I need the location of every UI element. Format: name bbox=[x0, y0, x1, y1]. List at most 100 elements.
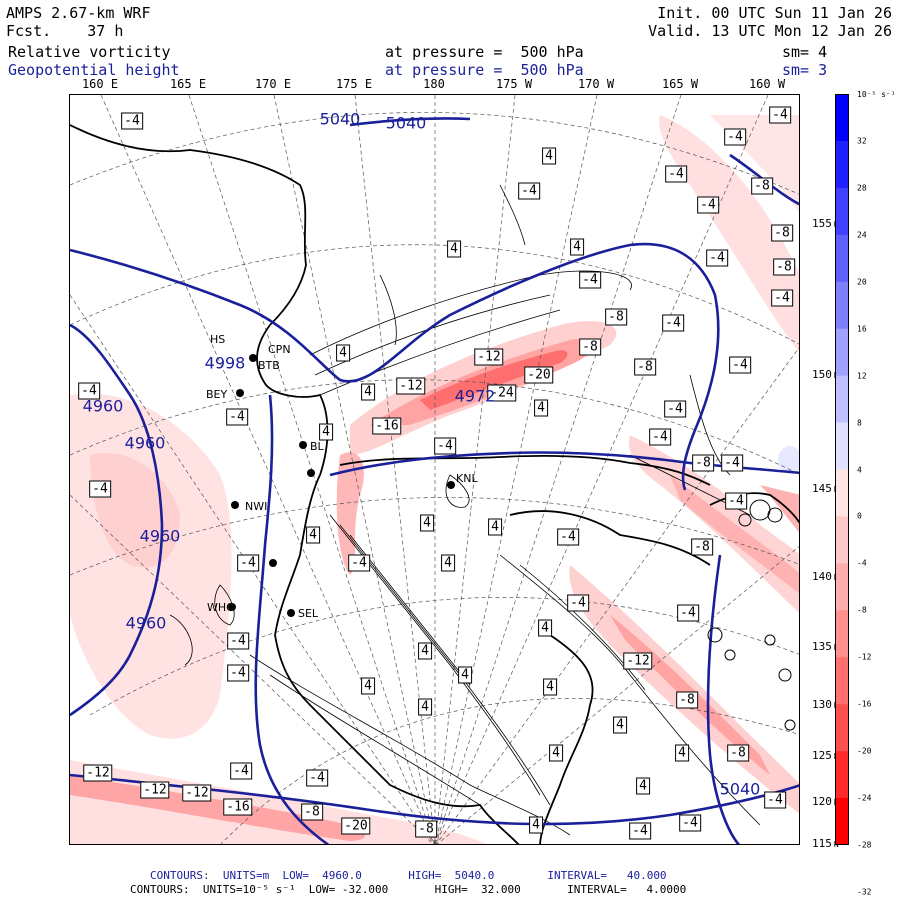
colorbar-tick-label: -8 bbox=[857, 605, 867, 615]
vort-label: 4 bbox=[447, 240, 461, 258]
vort-label: -4 bbox=[725, 492, 747, 510]
footer-height-contours: CONTOURS: UNITS=m LOW= 4960.0 HIGH= 5040… bbox=[150, 869, 667, 882]
vort-label: -4 bbox=[662, 314, 684, 332]
vort-label: -4 bbox=[771, 289, 793, 307]
height-label: 5040 bbox=[385, 113, 427, 133]
vort-label: -8 bbox=[579, 338, 601, 356]
colorbar-tick-label: 24 bbox=[857, 230, 867, 240]
map-canvas bbox=[70, 95, 799, 844]
vort-label: 4 bbox=[488, 518, 502, 536]
vort-label: -20 bbox=[341, 817, 371, 835]
vort-label: -8 bbox=[771, 224, 793, 242]
vort-label: -4 bbox=[706, 249, 728, 267]
vort-label: -4 bbox=[764, 791, 786, 809]
colorbar-swatch bbox=[835, 516, 849, 564]
height-label: 4960 bbox=[82, 396, 124, 416]
vort-label: -12 bbox=[396, 377, 426, 395]
vort-label: -4 bbox=[721, 454, 743, 472]
height-label: 4960 bbox=[139, 526, 181, 546]
vort-label: -4 bbox=[227, 664, 249, 682]
field1-level: at pressure = 500 hPa bbox=[385, 43, 584, 61]
colorbar-tick-label: -4 bbox=[857, 558, 867, 568]
vort-label: 4 bbox=[636, 777, 650, 795]
vort-label: 4 bbox=[542, 147, 556, 165]
vort-label: -8 bbox=[676, 691, 698, 709]
colorbar-swatch bbox=[835, 422, 849, 470]
lon-label: 165 E bbox=[169, 77, 207, 91]
colorbar-tick-label: 12 bbox=[857, 371, 867, 381]
init-time: Init. 00 UTC Sun 11 Jan 26 bbox=[657, 4, 892, 22]
station-label: BTB bbox=[258, 359, 280, 372]
vort-label: -4 bbox=[579, 271, 601, 289]
vort-label: -4 bbox=[237, 554, 259, 572]
lon-label: 165 W bbox=[661, 77, 699, 91]
station-markers bbox=[228, 354, 455, 617]
vort-label: 4 bbox=[306, 526, 320, 544]
vort-label: -8 bbox=[605, 308, 627, 326]
vort-label: -4 bbox=[306, 769, 328, 787]
vort-label: -4 bbox=[78, 382, 100, 400]
vort-label: -8 bbox=[773, 258, 795, 276]
vort-label: 4 bbox=[361, 677, 375, 695]
station-label: CPN bbox=[268, 343, 291, 356]
vort-label: -4 bbox=[664, 400, 686, 418]
vort-label: -4 bbox=[567, 594, 589, 612]
station-label: NWI bbox=[245, 500, 268, 513]
vort-label: -12 bbox=[83, 764, 113, 782]
colorbar-tick-label: 8 bbox=[857, 418, 862, 428]
vort-label: 4 bbox=[529, 816, 543, 834]
vort-label: -4 bbox=[679, 814, 701, 832]
lon-label: 160 E bbox=[81, 77, 119, 91]
colorbar-tick-label: 20 bbox=[857, 277, 867, 287]
colorbar-swatch bbox=[835, 187, 849, 236]
vort-label: -20 bbox=[524, 366, 554, 384]
vort-label: -16 bbox=[372, 417, 402, 435]
vort-label: -8 bbox=[634, 358, 656, 376]
vort-label: 4 bbox=[361, 383, 375, 401]
vort-label: 4 bbox=[543, 678, 557, 696]
lon-label: 175 E bbox=[335, 77, 373, 91]
field2-level: at pressure = 500 hPa bbox=[385, 61, 584, 79]
forecast-hour: Fcst. 37 h bbox=[6, 22, 124, 40]
colorbar-swatch bbox=[835, 657, 849, 705]
vort-label: -8 bbox=[691, 538, 713, 556]
vort-label: -4 bbox=[649, 428, 671, 446]
station-label: SEL bbox=[298, 607, 319, 620]
vort-label: -4 bbox=[557, 528, 579, 546]
colorbar-swatch bbox=[835, 610, 849, 658]
vort-label: 4 bbox=[549, 744, 563, 762]
vort-label: -12 bbox=[623, 652, 653, 670]
height-label: 5040 bbox=[719, 779, 761, 799]
vort-label: 4 bbox=[420, 514, 434, 532]
vort-label: 4 bbox=[418, 698, 432, 716]
colorbar-swatch bbox=[835, 798, 849, 845]
vort-label: -12 bbox=[182, 784, 212, 802]
vort-label: -4 bbox=[697, 196, 719, 214]
station-label: BL bbox=[310, 440, 324, 453]
vort-label: -4 bbox=[348, 554, 370, 572]
vort-label: -8 bbox=[692, 454, 714, 472]
colorbar-swatch bbox=[835, 375, 849, 424]
model-title: AMPS 2.67-km WRF bbox=[6, 4, 151, 22]
colorbar-swatch bbox=[835, 704, 849, 752]
colorbar-tick-label: 4 bbox=[857, 465, 862, 474]
vort-label: 4 bbox=[319, 423, 333, 441]
vort-label: -12 bbox=[474, 348, 504, 366]
colorbar-swatch bbox=[835, 94, 849, 142]
colorbar-tick-label: -12 bbox=[857, 652, 872, 662]
vort-label: -8 bbox=[751, 177, 773, 195]
vort-label: 4 bbox=[534, 399, 548, 417]
vort-label: -4 bbox=[434, 437, 456, 455]
height-label: 4960 bbox=[125, 613, 167, 633]
vort-label: 4 bbox=[336, 344, 350, 362]
colorbar-tick-label: 16 bbox=[857, 324, 867, 334]
vort-label: -24 bbox=[487, 384, 517, 402]
vort-label: 4 bbox=[458, 666, 472, 684]
colorbar-tick-label: -16 bbox=[857, 699, 872, 709]
dense-contour-cluster bbox=[707, 499, 796, 731]
colorbar-tick-label: -24 bbox=[857, 793, 872, 803]
station-label: HS bbox=[210, 333, 226, 346]
colorbar-swatch bbox=[835, 234, 849, 283]
colorbar-tick-label: 0 bbox=[857, 511, 862, 521]
colorbar-tick-label: 32 bbox=[857, 136, 867, 146]
